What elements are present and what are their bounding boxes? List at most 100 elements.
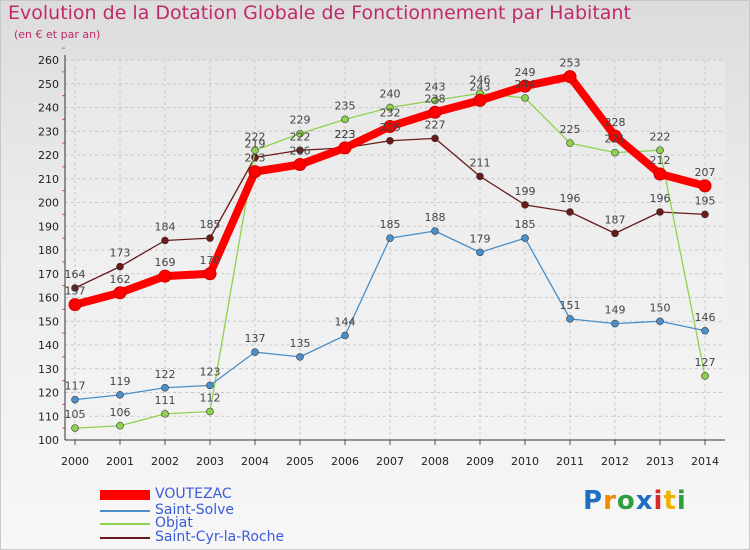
data-label-objat: 222	[245, 130, 266, 143]
data-label-saint-solve: 151	[560, 299, 581, 312]
data-label-saint-cyr-la-roche: 184	[155, 221, 176, 234]
data-point-saint-cyr-la-roche	[386, 136, 394, 145]
data-label-voutezac: 216	[290, 145, 311, 158]
y-tick-label: 170	[38, 268, 59, 281]
data-point-voutezac	[518, 79, 532, 93]
data-label-saint-cyr-la-roche: 173	[110, 247, 131, 260]
data-label-saint-cyr-la-roche: 211	[470, 156, 491, 169]
data-point-objat	[386, 103, 394, 112]
y-tick-label: 140	[38, 339, 59, 352]
data-point-saint-cyr-la-roche	[611, 229, 619, 238]
data-point-objat	[521, 94, 529, 102]
data-label-objat: 225	[560, 123, 581, 136]
data-point-saint-solve	[206, 381, 214, 390]
y-tick-label: 250	[38, 78, 59, 91]
data-point-saint-cyr-la-roche	[71, 284, 79, 292]
data-label-saint-cyr-la-roche: 223	[335, 128, 356, 141]
y-tick-label: 180	[38, 244, 59, 257]
data-point-voutezac	[608, 129, 622, 143]
x-tick-label: 2009	[466, 455, 494, 468]
data-label-saint-solve: 123	[200, 365, 221, 378]
data-point-saint-solve	[116, 391, 124, 399]
x-tick-label: 2006	[331, 455, 359, 468]
data-point-voutezac	[653, 167, 667, 181]
data-label-saint-solve: 135	[290, 337, 311, 350]
data-point-objat	[161, 410, 169, 418]
data-point-objat	[206, 407, 214, 416]
data-point-voutezac	[473, 93, 487, 107]
data-label-objat: 106	[110, 406, 131, 419]
data-label-saint-solve: 179	[470, 232, 491, 245]
proxiti-logo: Proxiti	[583, 486, 687, 516]
data-point-saint-solve	[386, 234, 394, 242]
data-point-voutezac	[68, 298, 82, 312]
data-label-objat: 235	[335, 99, 356, 112]
x-tick-label: 2000	[61, 455, 89, 468]
data-label-saint-cyr-la-roche: 196	[560, 192, 581, 205]
data-point-saint-cyr-la-roche	[296, 146, 304, 155]
data-label-saint-solve: 146	[695, 311, 716, 324]
y-tick-label: 110	[38, 410, 59, 423]
legend-swatch-saint-solve	[100, 510, 150, 512]
logo-letter: o	[616, 486, 636, 516]
data-label-saint-cyr-la-roche: 226	[380, 121, 401, 134]
data-label-objat: 240	[380, 88, 401, 101]
data-label-objat: 127	[695, 356, 716, 369]
legend-label-objat: Objat	[155, 515, 193, 531]
y-tick-label: 120	[38, 387, 59, 400]
data-point-voutezac	[563, 70, 577, 84]
data-point-saint-solve	[251, 348, 259, 356]
x-tick-label: 2014	[691, 455, 719, 468]
data-label-voutezac: 238	[425, 92, 446, 105]
data-point-objat	[566, 139, 574, 147]
legend-label-saint-solve: Saint-Solve	[155, 502, 235, 518]
data-label-objat: 221	[605, 133, 626, 146]
data-label-objat: 222	[650, 130, 671, 143]
data-point-saint-cyr-la-roche	[701, 210, 709, 219]
data-label-saint-cyr-la-roche: 164	[65, 268, 86, 281]
data-label-saint-cyr-la-roche: 195	[695, 194, 716, 207]
data-label-objat: 229	[290, 114, 311, 127]
logo-letter: P	[583, 486, 604, 516]
data-point-voutezac	[113, 286, 127, 300]
data-point-saint-solve	[71, 395, 79, 404]
data-label-voutezac: 228	[605, 116, 626, 129]
x-tick-label: 2003	[196, 455, 224, 468]
data-label-saint-solve: 149	[605, 304, 626, 317]
data-label-saint-cyr-la-roche: 185	[200, 218, 221, 231]
data-point-saint-cyr-la-roche	[116, 262, 124, 271]
data-label-saint-cyr-la-roche: 227	[425, 118, 446, 131]
legend-swatch-objat	[100, 523, 150, 525]
data-point-objat	[251, 146, 259, 155]
data-point-objat	[341, 115, 349, 124]
series-layer	[68, 70, 712, 432]
data-label-saint-solve: 188	[425, 211, 446, 224]
data-label-voutezac: 157	[65, 285, 86, 298]
data-point-voutezac	[428, 105, 442, 119]
y-tick-label: 240	[38, 102, 59, 115]
data-point-objat	[71, 424, 79, 432]
x-tick-label: 2002	[151, 455, 179, 468]
data-label-voutezac: 169	[155, 256, 176, 269]
data-point-voutezac	[698, 179, 712, 193]
logo-letter: i	[676, 486, 687, 516]
data-label-objat: 244	[515, 78, 536, 91]
data-label-voutezac: 170	[200, 254, 221, 267]
data-label-voutezac: 212	[650, 154, 671, 167]
y-tick-label: 260	[38, 54, 59, 67]
data-label-objat: 246	[470, 73, 491, 86]
data-point-voutezac	[158, 269, 172, 283]
y-tick-label: 160	[38, 292, 59, 305]
data-point-saint-solve	[656, 317, 664, 326]
data-point-saint-solve	[341, 331, 349, 340]
data-label-saint-solve: 119	[110, 375, 131, 388]
data-label-objat: 111	[155, 394, 176, 407]
data-label-voutezac: 232	[380, 107, 401, 120]
data-point-saint-solve	[566, 315, 574, 323]
data-label-voutezac: 213	[245, 152, 266, 165]
data-point-saint-solve	[701, 326, 709, 335]
data-point-voutezac	[248, 165, 262, 179]
data-label-objat: 243	[425, 80, 446, 93]
